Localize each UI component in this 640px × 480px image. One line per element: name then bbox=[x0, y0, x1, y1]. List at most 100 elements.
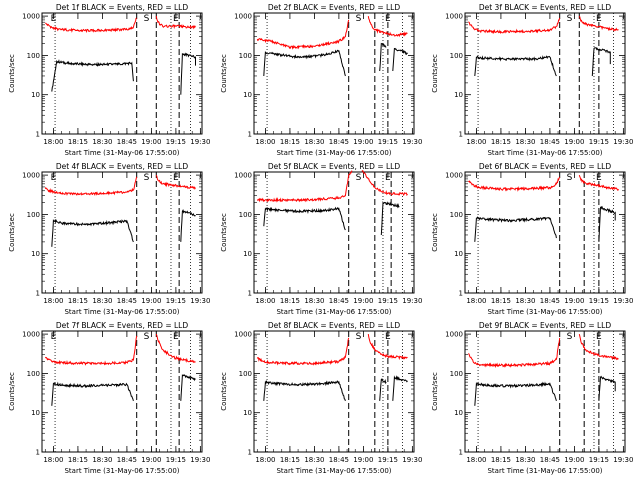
marker-label: S bbox=[144, 332, 150, 342]
marker-label: E bbox=[385, 14, 391, 24]
x-tick-label: 19:15 bbox=[589, 297, 609, 305]
x-axis-label: Start Time (31-May-06 17:55:00) bbox=[487, 467, 602, 475]
series-events-line bbox=[379, 42, 387, 72]
y-tick-label: 1000 bbox=[445, 172, 463, 180]
x-tick-label: 18:15 bbox=[280, 456, 300, 464]
chart-title: Det 9f BLACK = Events, RED = LLD bbox=[479, 321, 612, 330]
y-tick-label: 1000 bbox=[22, 172, 40, 180]
y-tick-label: 100 bbox=[27, 211, 40, 219]
y-tick-label: 100 bbox=[27, 52, 40, 60]
y-tick-label: 1 bbox=[248, 131, 252, 139]
x-axis-label: Start Time (31-May-06 17:55:00) bbox=[487, 308, 602, 316]
x-tick-label: 18:30 bbox=[92, 138, 112, 146]
marker-label: E bbox=[385, 332, 391, 342]
x-tick-label: 18:30 bbox=[304, 297, 324, 305]
x-tick-label: 18:15 bbox=[491, 138, 511, 146]
x-axis-label: Start Time (31-May-06 17:55:00) bbox=[276, 308, 391, 316]
panel-2: Det 2f BLACK = Events, RED = LLD Counts/s… bbox=[220, 3, 422, 157]
x-tick-label: 18:45 bbox=[540, 297, 560, 305]
y-tick-label: 10 bbox=[31, 250, 40, 258]
series-lld-line bbox=[578, 333, 619, 361]
x-tick-label: 18:30 bbox=[515, 297, 535, 305]
y-tick-label: 1 bbox=[36, 449, 40, 457]
series-lld-line bbox=[44, 176, 138, 196]
series-events-line bbox=[598, 375, 616, 401]
x-tick-label: 18:45 bbox=[540, 456, 560, 464]
plot-frame bbox=[41, 12, 203, 135]
x-tick-label: 18:45 bbox=[329, 138, 349, 146]
x-tick-label: 19:15 bbox=[589, 456, 609, 464]
panel-3: Det 3f BLACK = Events, RED = LLD Counts/s… bbox=[431, 3, 633, 157]
marker-label: S bbox=[356, 332, 362, 342]
x-axis-label: Start Time (31-May-06 17:55:00) bbox=[64, 308, 179, 316]
marker-label: E bbox=[173, 173, 179, 183]
series-lld-line bbox=[468, 17, 561, 35]
y-tick-label: 1000 bbox=[234, 13, 252, 21]
x-tick-label: 19:30 bbox=[613, 297, 633, 305]
x-tick-label: 18:30 bbox=[515, 456, 535, 464]
x-tick-label: 19:00 bbox=[564, 138, 584, 146]
panel-8: Det 8f BLACK = Events, RED = LLD Counts/s… bbox=[220, 321, 422, 475]
x-tick-label: 19:30 bbox=[402, 456, 422, 464]
x-axis-label: Start Time (31-May-06 17:55:00) bbox=[64, 149, 179, 157]
x-tick-label: 18:15 bbox=[68, 138, 88, 146]
series-events-line bbox=[263, 206, 346, 231]
x-tick-label: 19:15 bbox=[166, 456, 186, 464]
y-tick-label: 1 bbox=[459, 449, 463, 457]
x-tick-label: 18:45 bbox=[117, 456, 137, 464]
y-tick-label: 100 bbox=[450, 211, 463, 219]
series-events-line bbox=[474, 216, 557, 242]
series-lld-line bbox=[578, 15, 619, 32]
chart-title: Det 8f BLACK = Events, RED = LLD bbox=[268, 321, 401, 330]
y-tick-label: 1000 bbox=[22, 331, 40, 339]
x-tick-label: 18:15 bbox=[491, 456, 511, 464]
y-tick-label: 10 bbox=[31, 409, 40, 417]
x-tick-label: 19:30 bbox=[190, 297, 210, 305]
series-events-line bbox=[591, 47, 611, 77]
y-axis-label: Counts/sec bbox=[8, 54, 16, 93]
y-tick-label: 100 bbox=[450, 52, 463, 60]
x-tick-label: 18:15 bbox=[68, 297, 88, 305]
series-lld-line bbox=[256, 170, 353, 203]
x-tick-label: 19:00 bbox=[564, 297, 584, 305]
series-lld-line bbox=[44, 335, 138, 366]
chart-title: Det 3f BLACK = Events, RED = LLD bbox=[479, 3, 612, 12]
panel-4: Det 4f BLACK = Events, RED = LLD Counts/s… bbox=[8, 162, 210, 316]
x-tick-label: 18:30 bbox=[304, 456, 324, 464]
x-axis-label: Start Time (31-May-06 17:55:00) bbox=[276, 467, 391, 475]
x-tick-label: 18:45 bbox=[329, 456, 349, 464]
marker-label: S bbox=[144, 173, 150, 183]
panel-5: Det 5f BLACK = Events, RED = LLD Counts/s… bbox=[220, 162, 422, 316]
y-tick-label: 100 bbox=[27, 370, 40, 378]
y-tick-label: 1000 bbox=[445, 331, 463, 339]
x-tick-label: 19:15 bbox=[589, 138, 609, 146]
plot-frame bbox=[253, 171, 415, 294]
marker-label: E bbox=[596, 173, 602, 183]
x-tick-label: 18:00 bbox=[255, 297, 275, 305]
chart-title: Det 6f BLACK = Events, RED = LLD bbox=[479, 162, 612, 171]
y-tick-label: 1000 bbox=[22, 13, 40, 21]
x-tick-label: 19:30 bbox=[402, 138, 422, 146]
x-tick-label: 18:00 bbox=[466, 297, 486, 305]
x-tick-label: 19:00 bbox=[141, 138, 161, 146]
y-tick-label: 1 bbox=[459, 131, 463, 139]
x-tick-label: 19:15 bbox=[378, 456, 398, 464]
series-events-line bbox=[474, 55, 557, 77]
series-lld-line bbox=[155, 333, 196, 364]
y-tick-label: 1 bbox=[248, 449, 252, 457]
x-tick-label: 18:15 bbox=[491, 297, 511, 305]
x-tick-label: 18:15 bbox=[68, 456, 88, 464]
series-lld-line bbox=[578, 174, 619, 191]
x-tick-label: 19:00 bbox=[353, 297, 373, 305]
series-lld-line bbox=[367, 16, 408, 38]
x-tick-label: 18:30 bbox=[515, 138, 535, 146]
series-events-line bbox=[598, 205, 616, 242]
y-tick-label: 1 bbox=[248, 290, 252, 298]
series-events-line bbox=[474, 381, 557, 406]
panel-9: Det 9f BLACK = Events, RED = LLD Counts/s… bbox=[431, 321, 633, 475]
series-events-line bbox=[379, 378, 387, 401]
y-tick-label: 10 bbox=[31, 91, 40, 99]
chart-title: Det 2f BLACK = Events, RED = LLD bbox=[268, 3, 401, 12]
x-tick-label: 18:45 bbox=[540, 138, 560, 146]
